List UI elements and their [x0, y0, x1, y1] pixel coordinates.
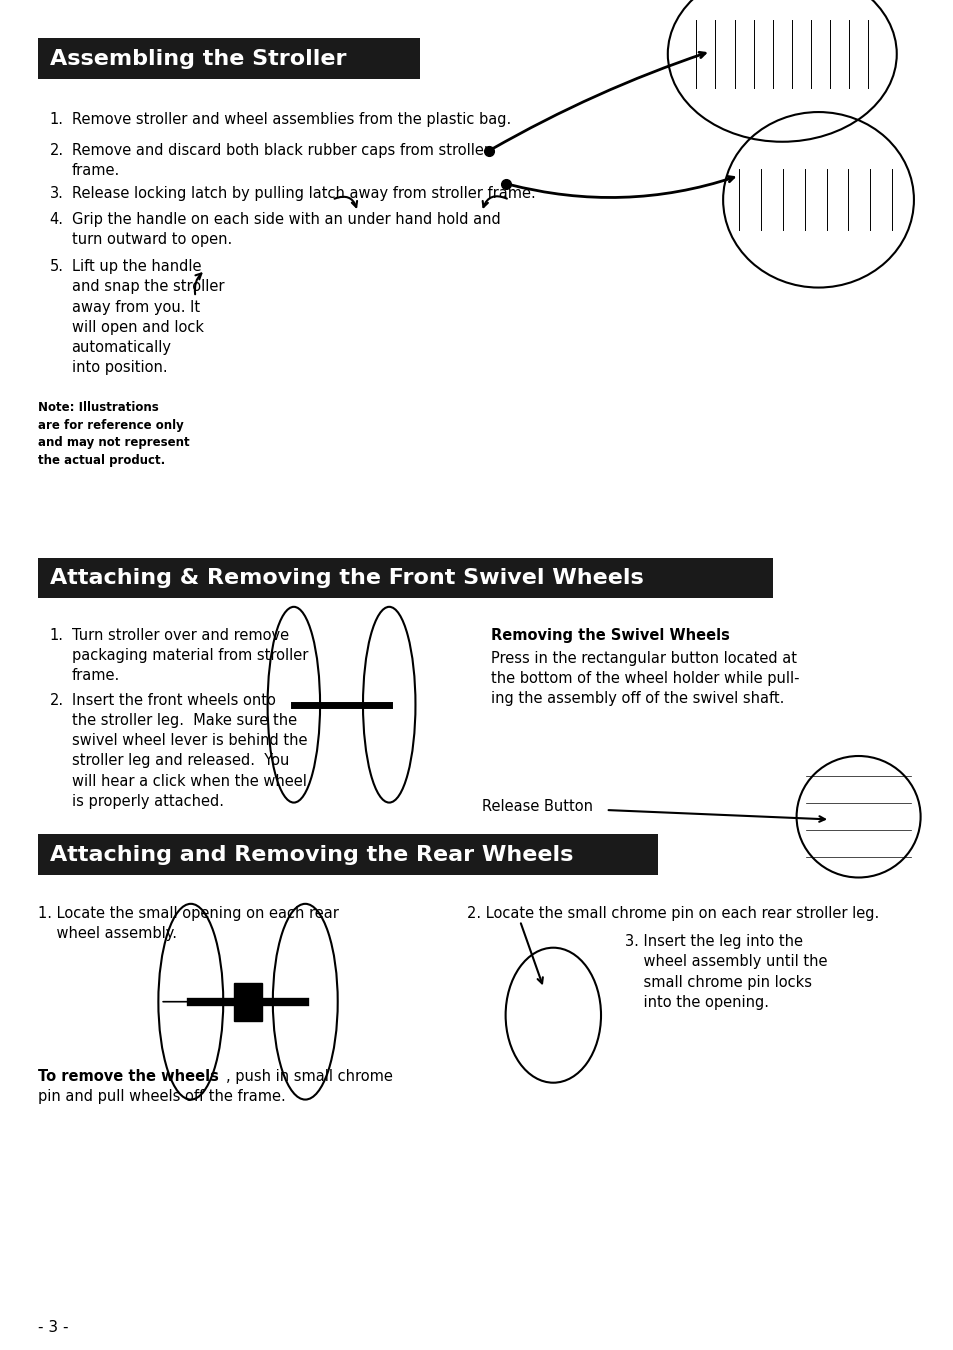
- Text: automatically: automatically: [71, 340, 172, 355]
- Text: 1.: 1.: [50, 628, 64, 643]
- Text: turn outward to open.: turn outward to open.: [71, 232, 232, 247]
- Text: wheel assembly.: wheel assembly.: [38, 926, 177, 941]
- Text: Turn stroller over and remove: Turn stroller over and remove: [71, 628, 289, 643]
- Text: Release Button: Release Button: [481, 799, 592, 814]
- Text: and snap the stroller: and snap the stroller: [71, 279, 224, 294]
- Text: frame.: frame.: [71, 163, 120, 178]
- Text: Note: Illustrations: Note: Illustrations: [38, 401, 159, 414]
- Text: the stroller leg.  Make sure the: the stroller leg. Make sure the: [71, 713, 296, 728]
- Text: 2.: 2.: [50, 143, 64, 158]
- Text: into the opening.: into the opening.: [624, 995, 768, 1010]
- Text: Attaching and Removing the Rear Wheels: Attaching and Removing the Rear Wheels: [50, 845, 573, 864]
- Text: 3.: 3.: [50, 186, 64, 201]
- Text: Press in the rectangular button located at: Press in the rectangular button located …: [491, 651, 797, 666]
- Text: the actual product.: the actual product.: [38, 454, 165, 467]
- Text: will hear a click when the wheel: will hear a click when the wheel: [71, 774, 306, 788]
- Text: swivel wheel lever is behind the: swivel wheel lever is behind the: [71, 733, 307, 748]
- Text: is properly attached.: is properly attached.: [71, 794, 223, 809]
- Text: Release locking latch by pulling latch away from stroller frame.: Release locking latch by pulling latch a…: [71, 186, 535, 201]
- Text: the bottom of the wheel holder while pull-: the bottom of the wheel holder while pul…: [491, 671, 799, 686]
- Text: Assembling the Stroller: Assembling the Stroller: [50, 49, 346, 69]
- Text: 2.: 2.: [50, 693, 64, 707]
- Text: To remove the wheels: To remove the wheels: [38, 1069, 219, 1084]
- Text: 4.: 4.: [50, 212, 64, 227]
- Text: , push in small chrome: , push in small chrome: [226, 1069, 393, 1084]
- Text: wheel assembly until the: wheel assembly until the: [624, 954, 826, 969]
- Text: into position.: into position.: [71, 360, 167, 375]
- Text: - 3 -: - 3 -: [38, 1320, 69, 1335]
- Bar: [38, 38, 419, 78]
- Text: away from you. It: away from you. It: [71, 300, 199, 315]
- Text: and may not represent: and may not represent: [38, 436, 190, 450]
- Text: 2. Locate the small chrome pin on each rear stroller leg.: 2. Locate the small chrome pin on each r…: [467, 906, 879, 921]
- Text: Grip the handle on each side with an under hand hold and: Grip the handle on each side with an und…: [71, 212, 499, 227]
- Text: Removing the Swivel Wheels: Removing the Swivel Wheels: [491, 628, 729, 643]
- Text: packaging material from stroller: packaging material from stroller: [71, 648, 308, 663]
- Text: Attaching & Removing the Front Swivel Wheels: Attaching & Removing the Front Swivel Wh…: [50, 568, 642, 587]
- Text: 5.: 5.: [50, 259, 64, 274]
- Text: frame.: frame.: [71, 668, 120, 683]
- Text: stroller leg and released.  You: stroller leg and released. You: [71, 753, 289, 768]
- Text: will open and lock: will open and lock: [71, 320, 203, 335]
- Text: Remove and discard both black rubber caps from stroller: Remove and discard both black rubber cap…: [71, 143, 489, 158]
- Text: 1. Locate the small opening on each rear: 1. Locate the small opening on each rear: [38, 906, 338, 921]
- Text: ing the assembly off of the swivel shaft.: ing the assembly off of the swivel shaft…: [491, 691, 784, 706]
- Bar: [233, 983, 262, 1021]
- Text: Insert the front wheels onto: Insert the front wheels onto: [71, 693, 275, 707]
- Text: 3. Insert the leg into the: 3. Insert the leg into the: [624, 934, 802, 949]
- Text: 1.: 1.: [50, 112, 64, 127]
- Text: Remove stroller and wheel assemblies from the plastic bag.: Remove stroller and wheel assemblies fro…: [71, 112, 510, 127]
- Bar: [38, 558, 772, 598]
- Text: pin and pull wheels off the frame.: pin and pull wheels off the frame.: [38, 1089, 286, 1104]
- Bar: [38, 834, 658, 875]
- Text: Lift up the handle: Lift up the handle: [71, 259, 201, 274]
- Text: small chrome pin locks: small chrome pin locks: [624, 975, 811, 990]
- Text: are for reference only: are for reference only: [38, 418, 184, 432]
